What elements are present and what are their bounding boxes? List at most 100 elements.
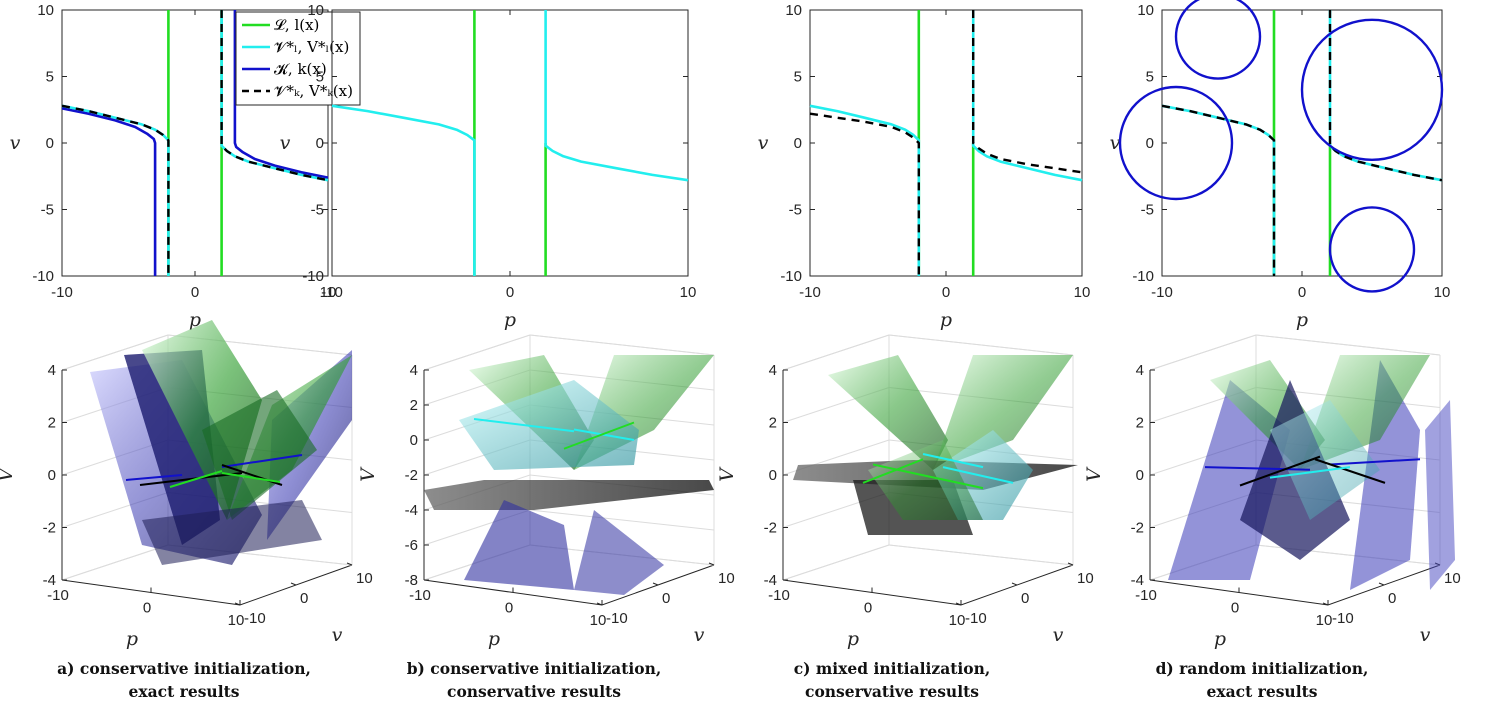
- series-black-left: [61, 104, 170, 276]
- series-black-left: [1161, 104, 1276, 276]
- y-axis-label: v: [1110, 132, 1121, 154]
- v-tick-label: -10: [965, 610, 987, 627]
- v-tick-label: 10: [1444, 570, 1461, 587]
- y-axis-label: v: [280, 132, 291, 154]
- p-tick-label: 10: [949, 612, 966, 629]
- y-tick-label: -10: [302, 268, 324, 285]
- series-black-left: [809, 112, 920, 276]
- z-tick-label: 4: [410, 362, 418, 379]
- y-tick-label: -10: [780, 268, 802, 285]
- blue-circle-bottom-right: [1328, 206, 1416, 293]
- z-tick-label: -4: [43, 572, 56, 589]
- p-tick-label: -10: [409, 587, 431, 604]
- caption-d-line2: exact results: [1206, 682, 1318, 701]
- zero-level-curves: [862, 453, 1014, 490]
- curve-k-left: [1204, 466, 1311, 471]
- z-tick-label: 2: [410, 397, 418, 414]
- z-axis-label: V: [357, 466, 379, 482]
- z-tick-label: 2: [1136, 415, 1144, 432]
- plot-box-b: [331, 9, 689, 277]
- curve-vk-right: [1314, 458, 1386, 484]
- series-black-right: [1328, 10, 1443, 182]
- v-tick-label: 0: [662, 590, 670, 607]
- y-tick-label: 5: [316, 69, 324, 86]
- x-tick-label: 0: [191, 284, 199, 301]
- p-axis-label: p: [1214, 628, 1226, 650]
- legend: 𝓛, l(x) 𝓥*ₗ, V*ₗ(x) 𝓚, k(x) 𝓥*ₖ, V*ₖ(x): [235, 11, 361, 106]
- y-tick-label: -5: [311, 202, 324, 219]
- series-black-right: [220, 10, 329, 182]
- v-axis-label: v: [1420, 624, 1431, 646]
- y-tick-label: -10: [32, 268, 54, 285]
- z-tick-label: -4: [764, 572, 777, 589]
- x-tick-label: 0: [506, 284, 514, 301]
- curve-k-left: [125, 474, 183, 481]
- v-tick-mark: [1067, 562, 1074, 566]
- curve-vk-left: [139, 472, 243, 486]
- plot-box-c: [809, 9, 1083, 277]
- curve-l-right: [872, 463, 984, 490]
- v-axis-label: v: [332, 624, 343, 646]
- z-grid-line: [423, 334, 531, 371]
- caption-b: b) conservative initialization, conserva…: [384, 657, 684, 703]
- p-tick-label: 0: [864, 600, 872, 617]
- x-tick-label: -10: [321, 284, 343, 301]
- z-tick-label: 0: [769, 467, 777, 484]
- curve-l-left: [169, 470, 223, 488]
- y-axis-label: v: [758, 132, 769, 154]
- surface-k-right: [574, 510, 664, 595]
- v-tick-mark: [1011, 582, 1018, 586]
- v-tick-mark: [234, 602, 241, 606]
- p-tick-label: -10: [47, 587, 69, 604]
- x-tick-label: 10: [1434, 284, 1451, 301]
- y-tick-label: -5: [1141, 202, 1154, 219]
- surface-vk-floor: [142, 500, 322, 565]
- caption-b-line2: conservative results: [447, 682, 621, 701]
- z-grid-line-back: [529, 334, 715, 356]
- z-axis-label: V: [1083, 466, 1105, 482]
- surface-k-wave-2: [1350, 360, 1420, 590]
- legend-label-0: 𝓛, l(x): [274, 16, 319, 34]
- zero-level-curves: [473, 418, 635, 450]
- y-tick-label: 5: [794, 69, 802, 86]
- z-tick-label: 2: [769, 415, 777, 432]
- z-grid-line-back: [1255, 334, 1441, 356]
- surfaces: [793, 355, 1078, 535]
- p-tick-label: 10: [590, 612, 607, 629]
- p-tick-label: -10: [768, 587, 790, 604]
- chart-3d-c: 4 2 0 -2 -4 V -10 0 10 p -10 0 10 v: [716, 334, 1094, 650]
- x-tick-label: 10: [680, 284, 697, 301]
- x-axis-label: p: [940, 309, 952, 331]
- z-tick-label: 0: [1136, 467, 1144, 484]
- blue-circle-top-left: [1174, 0, 1262, 80]
- caption-d: d) random initialization, exact results: [1112, 657, 1412, 703]
- v-tick-label: 0: [300, 590, 308, 607]
- curve-k-right: [1329, 458, 1421, 466]
- v-tick-label: 0: [1388, 590, 1396, 607]
- x-tick-label: -10: [51, 284, 73, 301]
- z-tick-label: -4: [1131, 572, 1144, 589]
- axis-frame-floor: [782, 564, 1074, 606]
- p-tick-label: 0: [143, 600, 151, 617]
- p-axis-label: p: [847, 628, 859, 650]
- caption-c-line1: c) mixed initialization,: [793, 659, 991, 678]
- series-cyan-left: [61, 104, 170, 276]
- series-cyan-left: [1161, 104, 1276, 276]
- z-grid-line: [782, 544, 890, 581]
- y-tick-label: -10: [1132, 268, 1154, 285]
- z-tick-label: 4: [1136, 362, 1144, 379]
- y-tick-label: -5: [789, 202, 802, 219]
- y-tick-label: 10: [1137, 2, 1154, 19]
- z-tick-label: -2: [405, 467, 418, 484]
- v-tick-mark: [290, 582, 297, 586]
- legend-label-3: 𝓥*ₖ, V*ₖ(x): [274, 82, 353, 100]
- z-grid-line: [61, 544, 169, 581]
- x-axis-label: p: [1296, 309, 1308, 331]
- y-tick-label: 0: [794, 135, 802, 152]
- y-tick-label: 10: [785, 2, 802, 19]
- chart-3d-b: 4 2 0 -2 -4 -6 -8 V -10 0 10 p -10 0 10 v: [357, 334, 735, 650]
- z-tick-label: 4: [769, 362, 777, 379]
- v-tick-mark: [346, 562, 353, 566]
- p-axis-label: p: [488, 628, 500, 650]
